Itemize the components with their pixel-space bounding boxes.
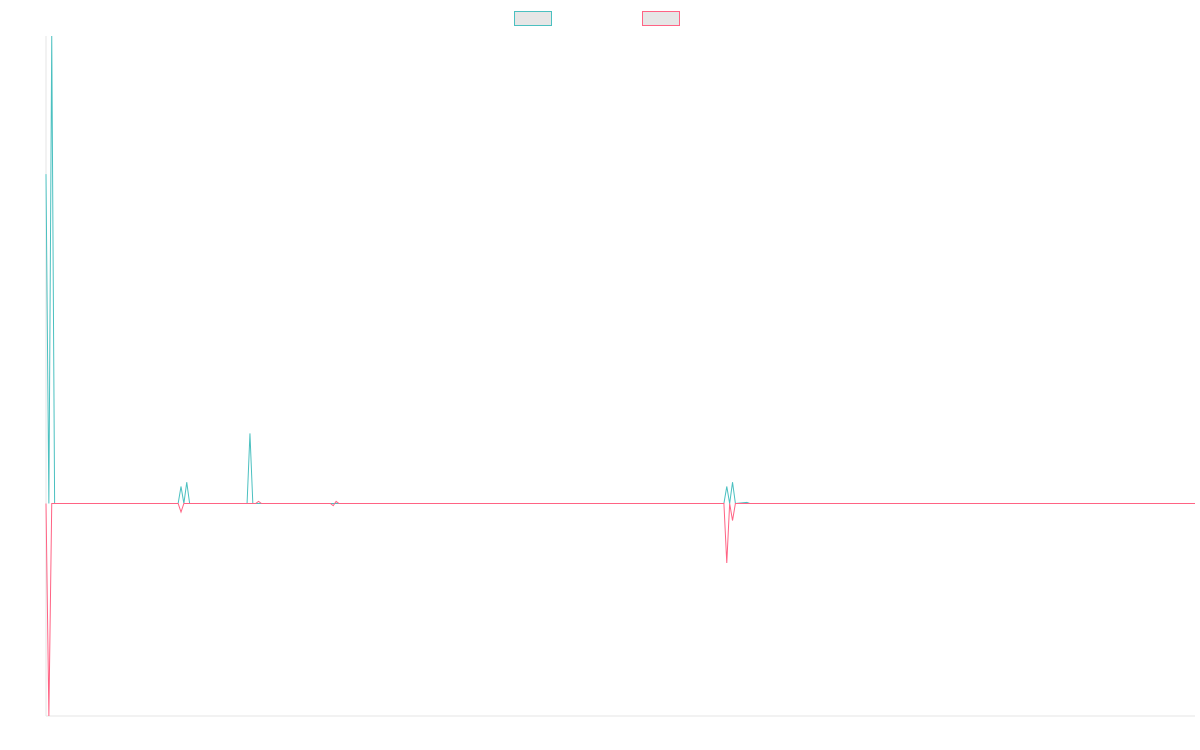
legend-item-series-2[interactable] (642, 9, 686, 27)
series-1-line (45, 35, 1195, 505)
series-2 (45, 500, 1195, 717)
legend-swatch-series-1 (514, 10, 552, 26)
series-1 (45, 35, 1195, 505)
series-2-line (45, 500, 1195, 717)
legend-swatch-series-2 (642, 10, 680, 26)
series-layer (45, 35, 1195, 717)
chart-legend (0, 9, 1200, 27)
legend-item-series-1[interactable] (514, 9, 558, 27)
